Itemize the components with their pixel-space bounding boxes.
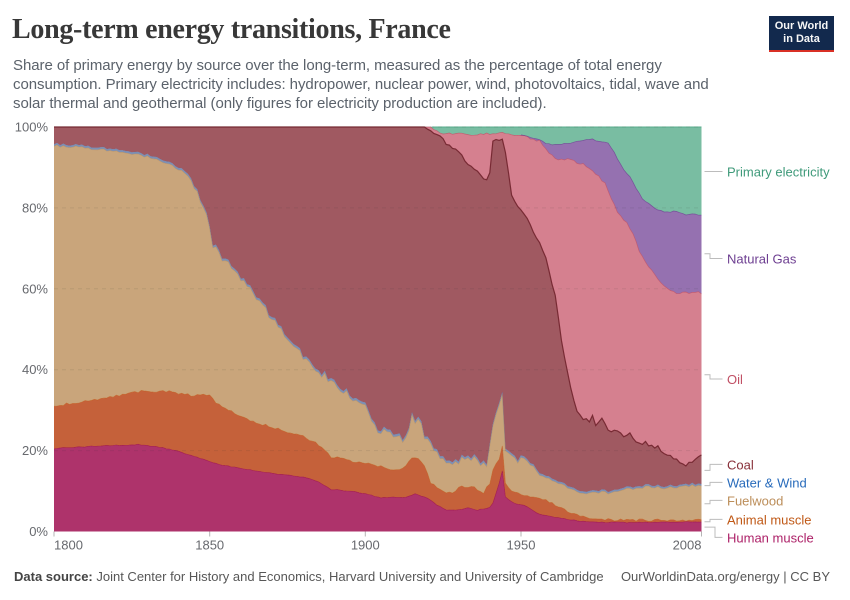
svg-text:1950: 1950 <box>507 538 536 553</box>
svg-text:40%: 40% <box>22 362 48 377</box>
svg-text:1850: 1850 <box>195 538 224 553</box>
svg-text:Water & Wind: Water & Wind <box>727 475 807 490</box>
svg-text:0%: 0% <box>29 524 48 539</box>
svg-text:Oil: Oil <box>727 372 743 387</box>
svg-text:60%: 60% <box>22 281 48 296</box>
svg-text:1800: 1800 <box>54 538 83 553</box>
svg-text:20%: 20% <box>22 443 48 458</box>
svg-text:1900: 1900 <box>351 538 380 553</box>
svg-text:Natural Gas: Natural Gas <box>727 252 797 267</box>
svg-text:Primary electricity: Primary electricity <box>727 165 830 180</box>
svg-text:Human muscle: Human muscle <box>727 530 814 545</box>
svg-text:2008: 2008 <box>673 538 702 553</box>
svg-text:Fuelwood: Fuelwood <box>727 493 783 508</box>
svg-text:Coal: Coal <box>727 457 754 472</box>
svg-text:100%: 100% <box>15 120 49 135</box>
svg-text:Animal muscle: Animal muscle <box>727 512 812 527</box>
svg-text:80%: 80% <box>22 200 48 215</box>
